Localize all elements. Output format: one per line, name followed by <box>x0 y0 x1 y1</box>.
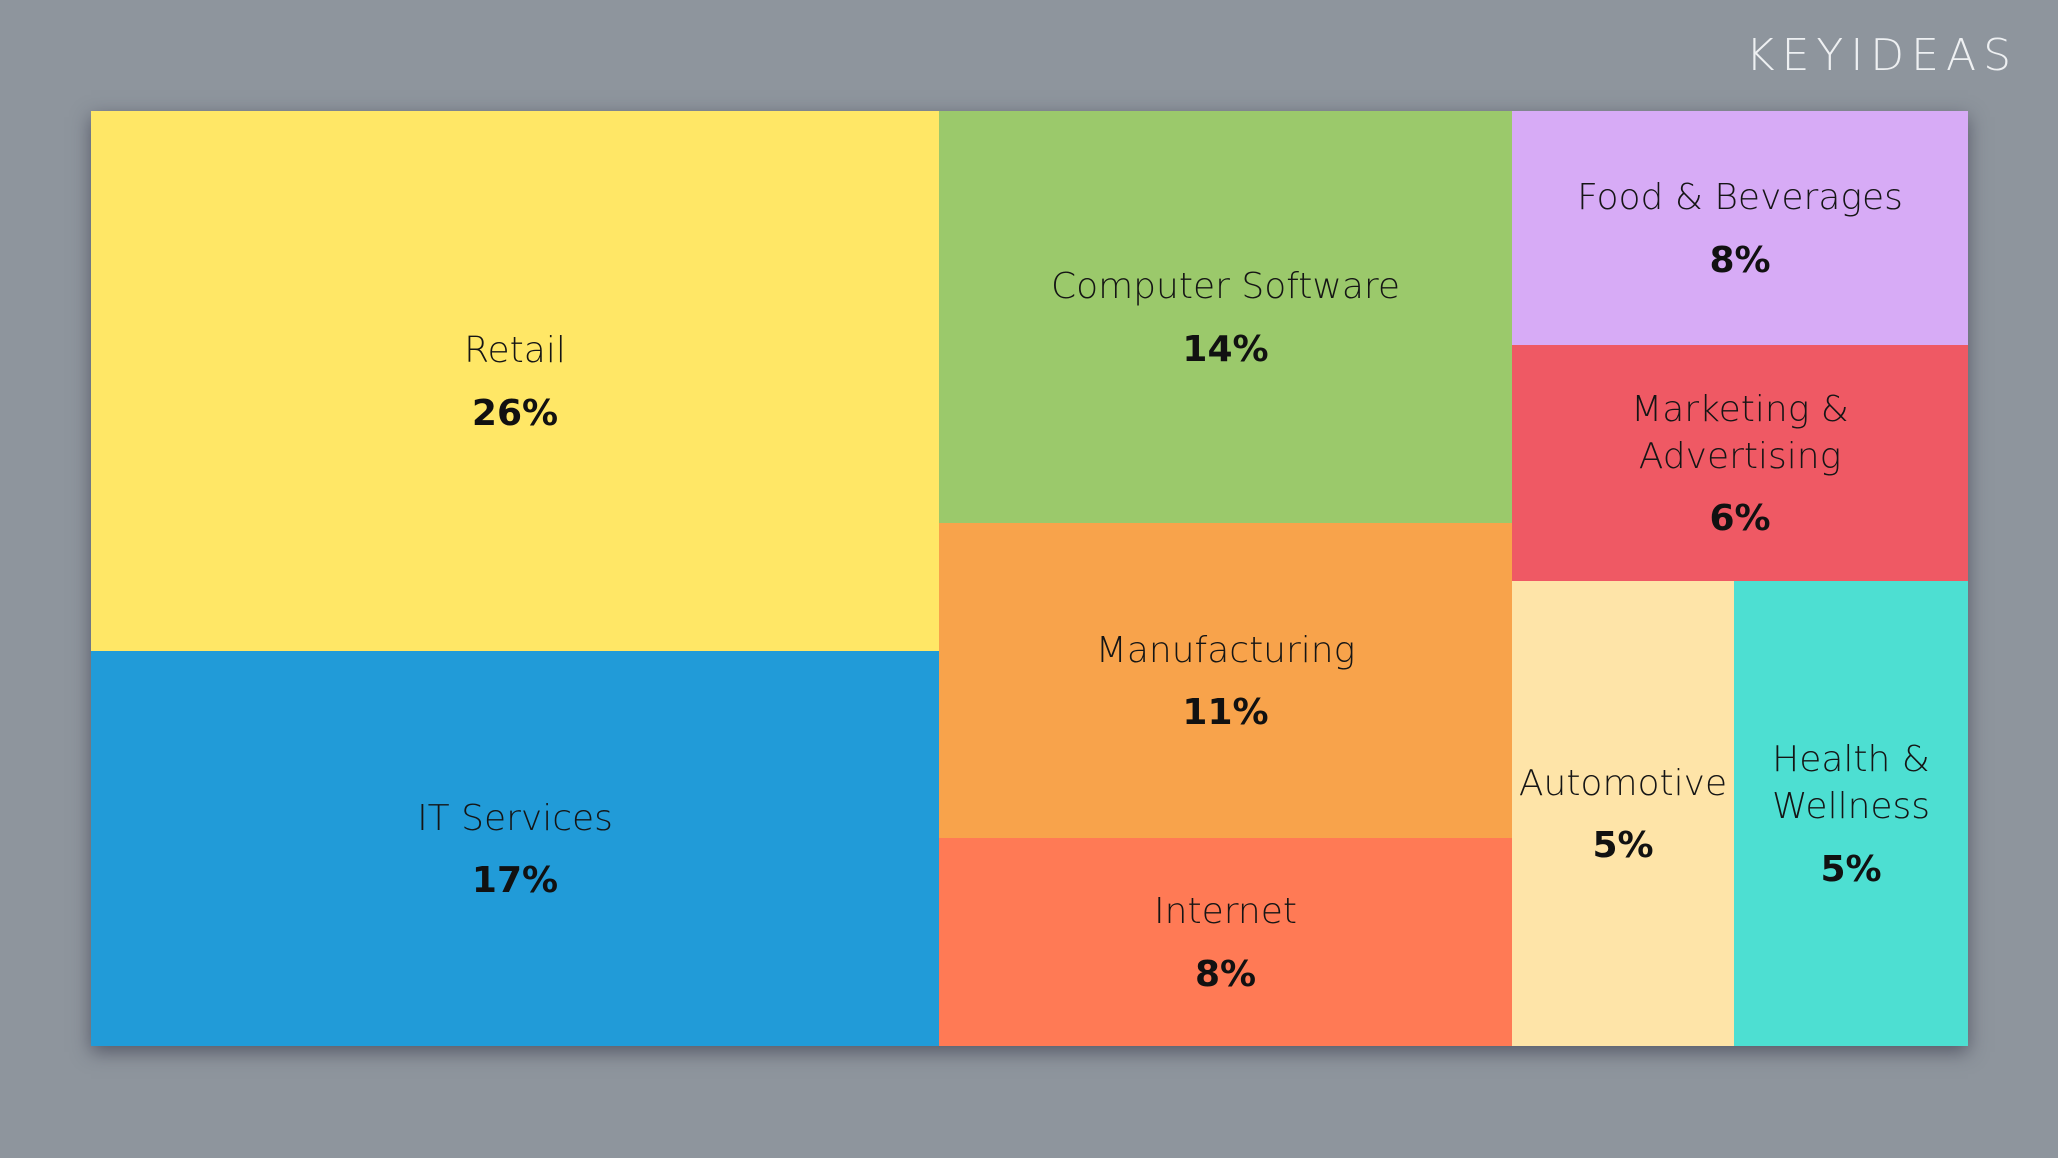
tile-value-food-and-beverages: 8% <box>1709 239 1771 281</box>
tile-label-food-and-beverages: Food & Beverages <box>1577 177 1903 219</box>
tile-value-computer-software: 14% <box>1182 328 1269 370</box>
tile-label-automotive: Automotive <box>1518 762 1728 804</box>
tile-retail: Retail 26% <box>91 111 939 651</box>
tile-label-retail: Retail <box>464 330 566 372</box>
tile-manufacturing: Manufacturing 11% <box>939 523 1512 838</box>
tile-value-retail: 26% <box>471 392 559 434</box>
tile-food-and-beverages: Food & Beverages 8% <box>1512 111 1968 345</box>
tile-label-health-and-wellness: Health & Wellness <box>1771 739 1931 827</box>
tile-value-health-and-wellness: 5% <box>1820 848 1882 890</box>
tile-label-internet: Internet <box>1154 891 1297 933</box>
tile-computer-software: Computer Software 14% <box>939 111 1512 523</box>
treemap-chart: Retail 26% IT Services 17% Computer Software… <box>91 111 1968 1046</box>
brand-logo: KEYIDEAS <box>1745 30 2018 81</box>
tile-internet: Internet 8% <box>939 838 1512 1046</box>
tile-value-automotive: 5% <box>1592 825 1654 867</box>
tile-value-it-services: 17% <box>471 860 559 902</box>
tile-label-computer-software: Computer Software <box>1050 266 1401 308</box>
tile-label-manufacturing: Manufacturing <box>1095 629 1356 671</box>
tile-automotive: Automotive 5% <box>1512 581 1734 1046</box>
tile-marketing-and-advertising: Marketing & Advertising 6% <box>1512 345 1968 581</box>
tile-value-marketing-and-advertising: 6% <box>1709 498 1771 540</box>
tile-it-services: IT Services 17% <box>91 651 939 1046</box>
tile-value-internet: 8% <box>1194 953 1257 995</box>
tile-label-marketing-and-advertising: Marketing & Advertising <box>1631 388 1849 477</box>
tile-value-manufacturing: 11% <box>1182 692 1269 734</box>
tile-label-it-services: IT Services <box>417 797 613 839</box>
tile-health-and-wellness: Health & Wellness 5% <box>1734 581 1968 1046</box>
